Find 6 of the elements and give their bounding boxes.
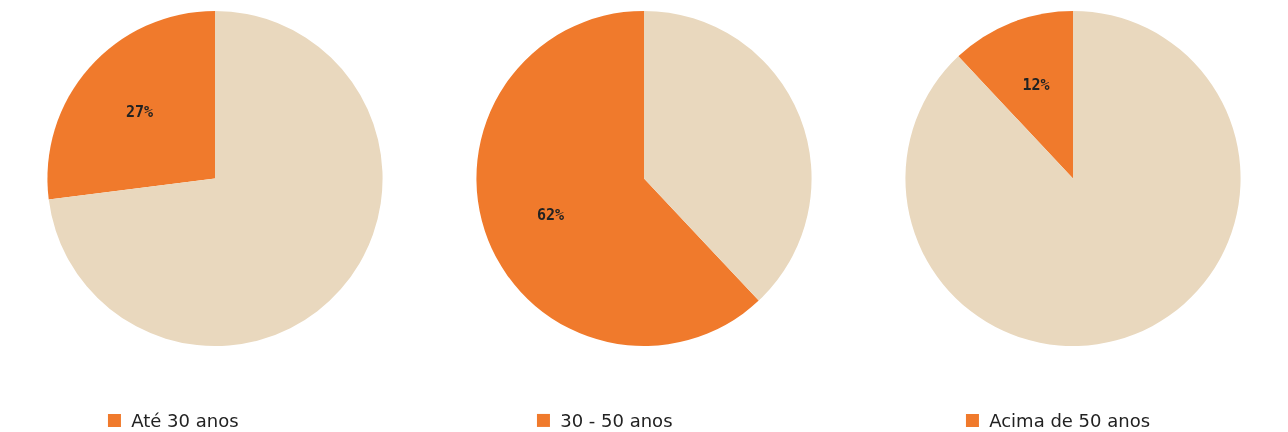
legend-label: 30 - 50 anos	[560, 409, 673, 431]
data-label: 27%	[126, 102, 154, 121]
legend-label: Até 30 anos	[131, 409, 239, 431]
legend-label: Acima de 50 anos	[989, 409, 1151, 431]
data-label: 12%	[1022, 75, 1050, 94]
data-label: 62%	[536, 206, 565, 225]
